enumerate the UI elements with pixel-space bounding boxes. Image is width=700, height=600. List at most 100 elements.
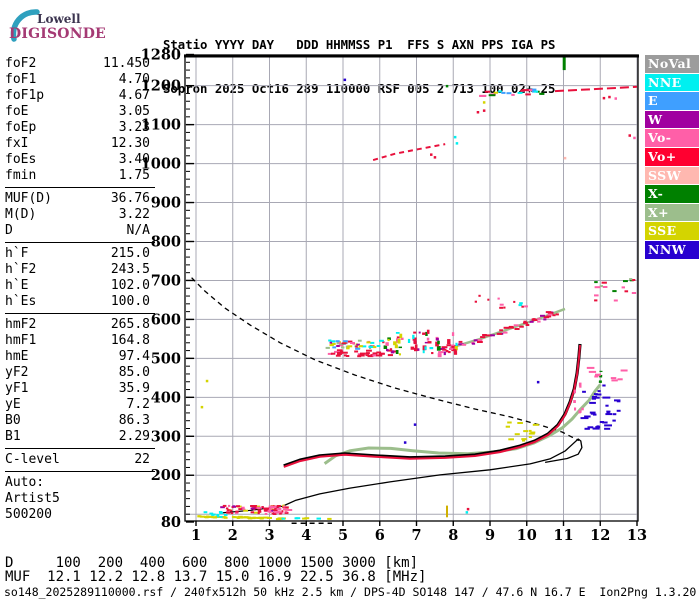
param-label: D	[5, 223, 13, 238]
param-value: 243.5	[110, 262, 150, 277]
autoscaling-info-artist5: Artist5	[5, 491, 60, 506]
param-label: yE	[5, 397, 21, 412]
param-row-fxi: fxI 12.30	[5, 136, 150, 152]
x-tick-label: 1	[191, 527, 201, 544]
y-tick-label: 1280	[141, 47, 181, 64]
cluster-f-top-pink	[573, 382, 584, 414]
param-value: 2.29	[118, 429, 150, 444]
param-row-hmf2: hmF2 265.8	[5, 317, 150, 333]
param-row-fof1p: foF1p 4.67	[5, 88, 150, 104]
x-tick-label: 5	[338, 527, 348, 544]
param-label: h`F	[5, 246, 29, 261]
param-row-yf1: yF1 35.9	[5, 381, 150, 397]
param-label: foF1	[5, 72, 37, 87]
axis-labels: 1280120011001000900800700600500400300200…	[141, 47, 647, 545]
cluster-pink-dashes-right	[586, 366, 628, 382]
param-label: yF2	[5, 365, 29, 380]
legend-item-e: E	[645, 92, 699, 110]
param-value: 215.0	[110, 246, 150, 261]
cluster-es-cyan-cluster	[203, 511, 228, 518]
panel-divider	[5, 187, 155, 188]
param-label: fxI	[5, 136, 29, 151]
scatter-top-band-noise	[479, 88, 545, 97]
param-row-h-f: h`F 215.0	[5, 246, 150, 262]
x-tick-label: 10	[517, 527, 537, 544]
panel-divider	[5, 448, 155, 449]
param-value: 11.450	[103, 56, 150, 71]
y-tick-label: 900	[151, 195, 181, 212]
param-value: 4.70	[118, 72, 150, 87]
param-row-foe: foE 3.05	[5, 104, 150, 120]
param-row-muf-d: MUF(D) 36.76	[5, 191, 150, 207]
legend-item-x: X+	[645, 203, 699, 222]
y-tick-label: 800	[151, 233, 181, 250]
x-tick-label: 4	[301, 527, 311, 544]
legend-item-ssw: SSW	[645, 166, 699, 185]
cluster-hop-upper-noise	[474, 294, 528, 309]
param-row-c-level: C-level 22	[5, 452, 150, 468]
param-row-h-f2: h`F2 243.5	[5, 262, 150, 278]
param-value: N/A	[126, 223, 150, 238]
param-row-h-e: h`E 102.0	[5, 278, 150, 294]
x-tick-label: 11	[553, 527, 573, 544]
param-row-fof2: foF2 11.450	[5, 56, 150, 72]
cluster-hop-top-extension	[594, 278, 637, 302]
param-label: C-level	[5, 452, 60, 467]
param-label: fmin	[5, 168, 37, 183]
param-row-fmin: fmin 1.75	[5, 168, 150, 184]
trace-profile-line	[282, 438, 583, 507]
distance-row: D 100 200 400 600 800 1000 1500 3000 [km…	[5, 555, 419, 571]
param-label: B1	[5, 429, 21, 444]
axis-ticks	[186, 53, 638, 526]
param-value: 3.40	[118, 152, 150, 167]
x-tick-label: 6	[375, 527, 385, 544]
param-row-foes: foEs 3.40	[5, 152, 150, 168]
trace-muf-transmission-curve	[191, 277, 580, 442]
parameter-panel: foF2 11.450 foF1 4.70 foF1p 4.67 foE 3.05 foEp 3.…	[5, 56, 155, 523]
panel-divider	[5, 242, 155, 243]
y-tick-label: 700	[151, 272, 181, 289]
status-line: so148_2025289110000.rsf / 240fx512h 50 k…	[4, 585, 697, 599]
header-field-names: Statio YYYY DAY DDD HHMMSS P1 FFS S AXN …	[163, 38, 556, 52]
y-tick-label: 300	[151, 428, 181, 445]
legend-item-w: W	[645, 110, 699, 129]
param-value: 3.22	[118, 207, 150, 222]
param-label: foE	[5, 104, 29, 119]
trace-second-hop-trace	[372, 143, 446, 162]
param-value: 100.0	[110, 294, 150, 309]
param-label: B0	[5, 413, 21, 428]
autoscaling-info-auto: Auto:	[5, 475, 45, 490]
param-label: foEs	[5, 152, 37, 167]
param-row-ye: yE 7.2	[5, 397, 150, 413]
ionogram-clusters	[203, 278, 637, 518]
x-tick-label: 13	[627, 527, 647, 544]
param-value: 3.23	[118, 120, 150, 135]
param-value: 164.8	[110, 333, 150, 348]
param-label: hmE	[5, 349, 29, 364]
x-tick-label: 12	[590, 527, 610, 544]
param-value: 4.67	[118, 88, 150, 103]
param-label: h`E	[5, 278, 29, 293]
param-value: 36.76	[110, 191, 150, 206]
param-row-b1: B1 2.29	[5, 429, 150, 445]
param-value: 3.05	[118, 104, 150, 119]
legend-item-x: X-	[645, 185, 699, 203]
y-tick-label: 1100	[141, 117, 181, 134]
x-tick-label: 7	[411, 527, 421, 544]
param-label: foEp	[5, 120, 37, 135]
legend-item-vo: Vo+	[645, 147, 699, 166]
param-value: 86.3	[118, 413, 150, 428]
y-tick-label: 1000	[141, 156, 181, 173]
plot-frame	[184, 54, 639, 522]
y-tick-label: 600	[151, 311, 181, 328]
ionogram-points	[200, 78, 636, 514]
param-row-m-d: M(D) 3.22	[5, 207, 150, 223]
param-row-h-es: h`Es 100.0	[5, 294, 150, 310]
x-tick-label: 2	[228, 527, 238, 544]
panel-divider	[5, 471, 155, 472]
x-tick-label: 3	[264, 527, 274, 544]
cluster-es-pink-cluster	[267, 505, 293, 514]
cluster-band-streaks	[383, 329, 458, 358]
trace-x-trace-tip	[598, 370, 603, 383]
